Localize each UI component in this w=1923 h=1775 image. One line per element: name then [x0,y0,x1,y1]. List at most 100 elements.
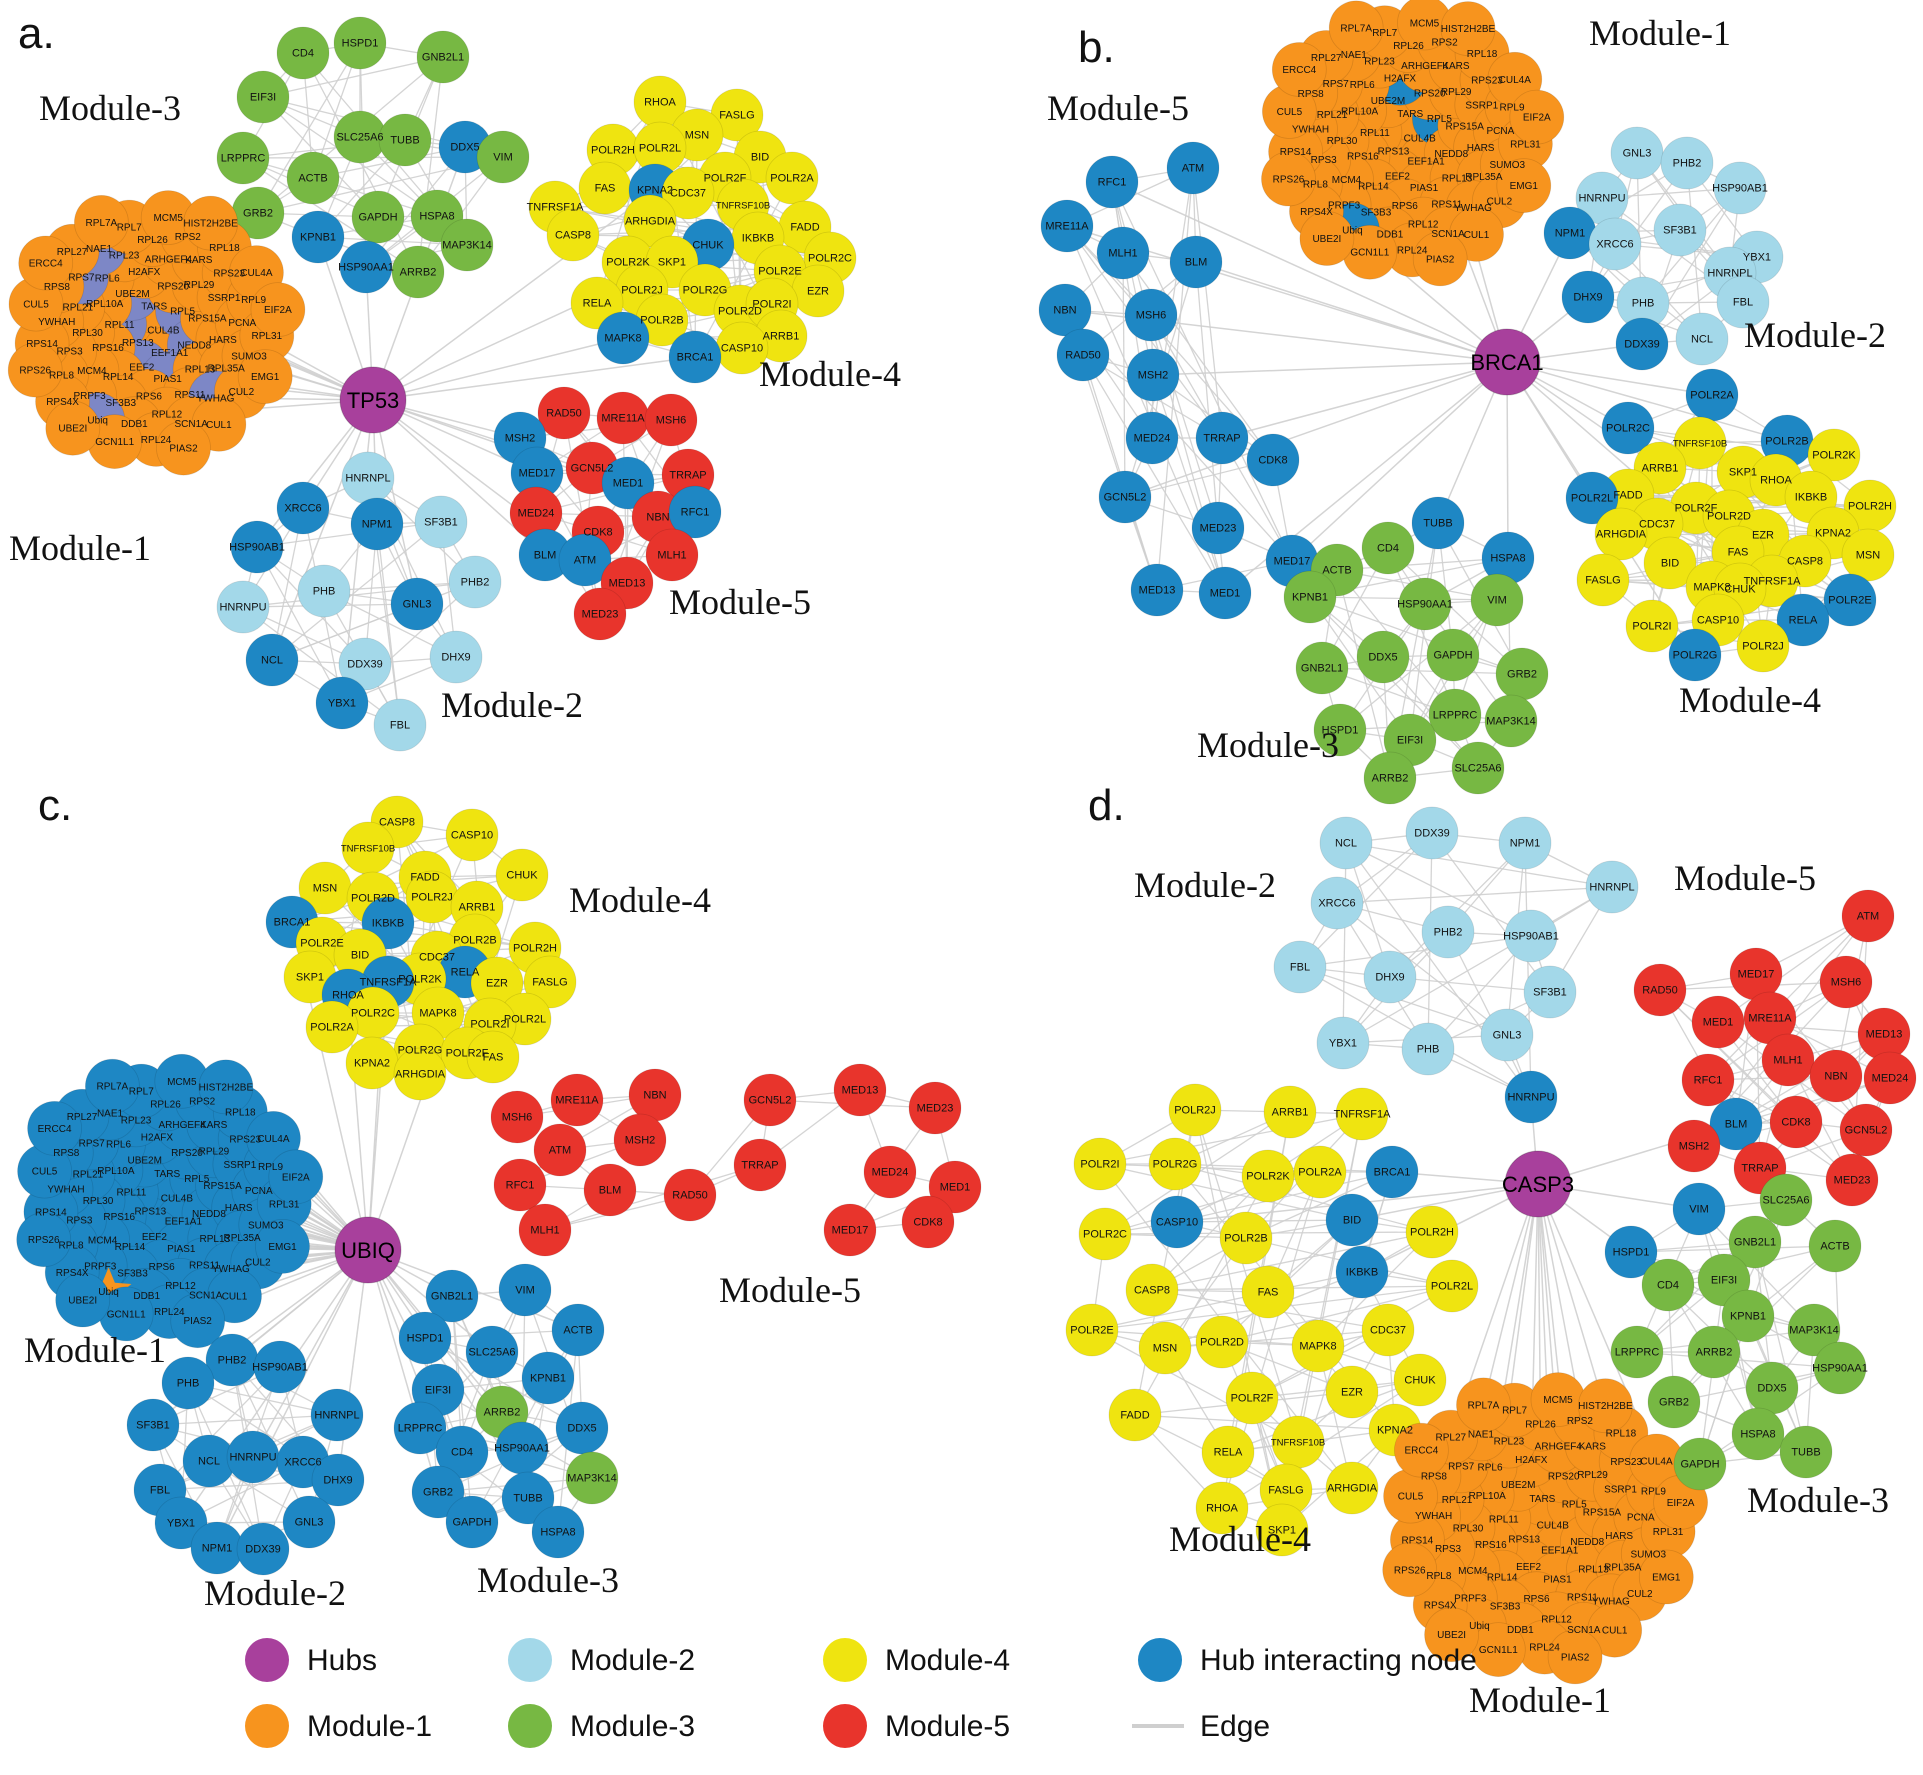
node-label-CUL5: CUL5 [1398,1492,1424,1503]
node-label-RAD50: RAD50 [1065,350,1100,362]
node-label-GNL3: GNL3 [1493,1030,1522,1042]
node-MED23 [1825,1153,1879,1207]
node-label-RPL14: RPL14 [1358,181,1389,192]
node-label-UBE2M: UBE2M [1371,96,1405,107]
node-HSP90AA1 [339,240,393,294]
node-label-CUL4B: CUL4B [1404,134,1437,145]
node-label-MSH6: MSH6 [1831,977,1862,989]
node-label-SF3B1: SF3B1 [424,517,458,529]
hub-node-CASP3 [1504,1150,1572,1218]
node-label-POLR2A: POLR2A [1298,1167,1342,1179]
node-label-MCM5: MCM5 [153,213,183,224]
node-label-HSPD1: HSPD1 [407,1333,444,1345]
edge [1345,842,1532,937]
node-label-VIM: VIM [1487,595,1507,607]
node-label-SF3B3: SF3B3 [106,398,137,409]
node-label-KARS: KARS [185,255,213,266]
node-ARHGDIA [1594,507,1648,561]
node-label-POLR2G: POLR2G [683,285,728,297]
node-label-MSN: MSN [313,883,338,895]
node-MED1 [601,456,655,510]
node-label-RPL13: RPL13 [185,365,216,376]
node-label-BLM: BLM [1725,1119,1748,1131]
node-label-HARS: HARS [209,335,237,346]
node-label-FBL: FBL [1733,297,1753,309]
node-label-DDX5: DDX5 [450,142,479,154]
hub-node-UBIQ [334,1216,402,1284]
node-NBN [1809,1049,1863,1103]
legend-swatch-module-3 [508,1704,552,1748]
node-label-ACTB: ACTB [298,173,327,185]
node-MED1 [1691,995,1745,1049]
node-label-EEF1A1: EEF1A1 [1407,156,1445,167]
node-label-CD4: CD4 [1377,543,1399,555]
node-RPS26 [16,1212,72,1268]
node-label-RPS20: RPS20 [1548,1471,1580,1482]
node-label-NEDD8: NEDD8 [1570,1537,1604,1548]
node-HSP90AB1 [253,1340,307,1394]
node-HSP90AB1 [230,520,284,574]
node-DDX39 [1615,317,1669,371]
node-RFC1 [1681,1053,1735,1107]
node-label-DDX39: DDX39 [347,659,382,671]
node-label-RPL21: RPL21 [1317,110,1348,121]
node-label-POLR2D: POLR2D [1707,511,1751,523]
node-label-GNL3: GNL3 [403,599,432,611]
node-label-TNFRSF1A: TNFRSF1A [527,202,585,214]
edge [1221,361,1508,439]
node-HSPD1 [333,16,387,70]
node-label-RPL9: RPL9 [241,295,266,306]
node-EZR [1325,1365,1379,1419]
node-CASP8 [1125,1263,1179,1317]
edge [1251,1285,1453,1399]
node-label-ARRB2: ARRB2 [1696,1347,1733,1359]
node-label-DHX9: DHX9 [441,652,470,664]
edge [1524,842,1532,1098]
edge [424,1337,583,1429]
node-label-RPL24: RPL24 [1397,245,1428,256]
edge [1345,842,1613,888]
node-EIF2A [250,282,306,338]
node-NCL [245,633,299,687]
node-label-RPL14: RPL14 [1487,1573,1518,1584]
node-label-RPL29: RPL29 [199,1146,230,1157]
node-GNB2L1 [1295,641,1349,695]
node-label-POLR2K: POLR2K [1812,450,1856,462]
node-ACTB [551,1303,605,1357]
node-label-KPNA2: KPNA2 [354,1058,390,1070]
node-DHX9 [1363,950,1417,1004]
node-DDX5 [1356,630,1410,684]
node-label-NBN: NBN [1824,1071,1847,1083]
node-DHX9 [429,630,483,684]
edge [372,356,696,401]
node-label-MED13: MED13 [609,578,646,590]
node-XRCC6 [1588,217,1642,271]
node-label-PHB2: PHB2 [461,577,490,589]
node-label-MED24: MED24 [1134,433,1171,445]
node-label-HNRNPL: HNRNPL [1707,268,1752,280]
node-label-KARS: KARS [200,1120,228,1131]
node-label-RPL5: RPL5 [184,1174,209,1185]
node-NPM1 [1498,816,1552,870]
node-label-SLC25A6: SLC25A6 [1454,763,1501,775]
node-label-MCM4: MCM4 [88,1236,118,1247]
node-label-RPS23: RPS23 [1610,1457,1642,1468]
node-label-UBE2M: UBE2M [127,1156,161,1167]
node-PHB [297,564,351,618]
node-NCL [1675,312,1729,366]
edge [1099,1163,1353,1221]
node-label-FADD: FADD [1120,1410,1149,1422]
node-label-RPL9: RPL9 [258,1162,283,1173]
node-label-RPS15A: RPS15A [1583,1507,1622,1518]
node-HNRNPU [216,580,270,634]
module-label-Module-4: Module-4 [569,880,711,920]
edge [1091,1291,1269,1331]
node-CASP8 [546,208,600,262]
edge [271,399,374,661]
node-label-VIM: VIM [1689,1204,1709,1216]
node-label-YBX1: YBX1 [328,698,356,710]
edge [1339,599,1498,731]
node-label-MED13: MED13 [842,1085,879,1097]
node-label-POLR2H: POLR2H [1848,501,1892,513]
